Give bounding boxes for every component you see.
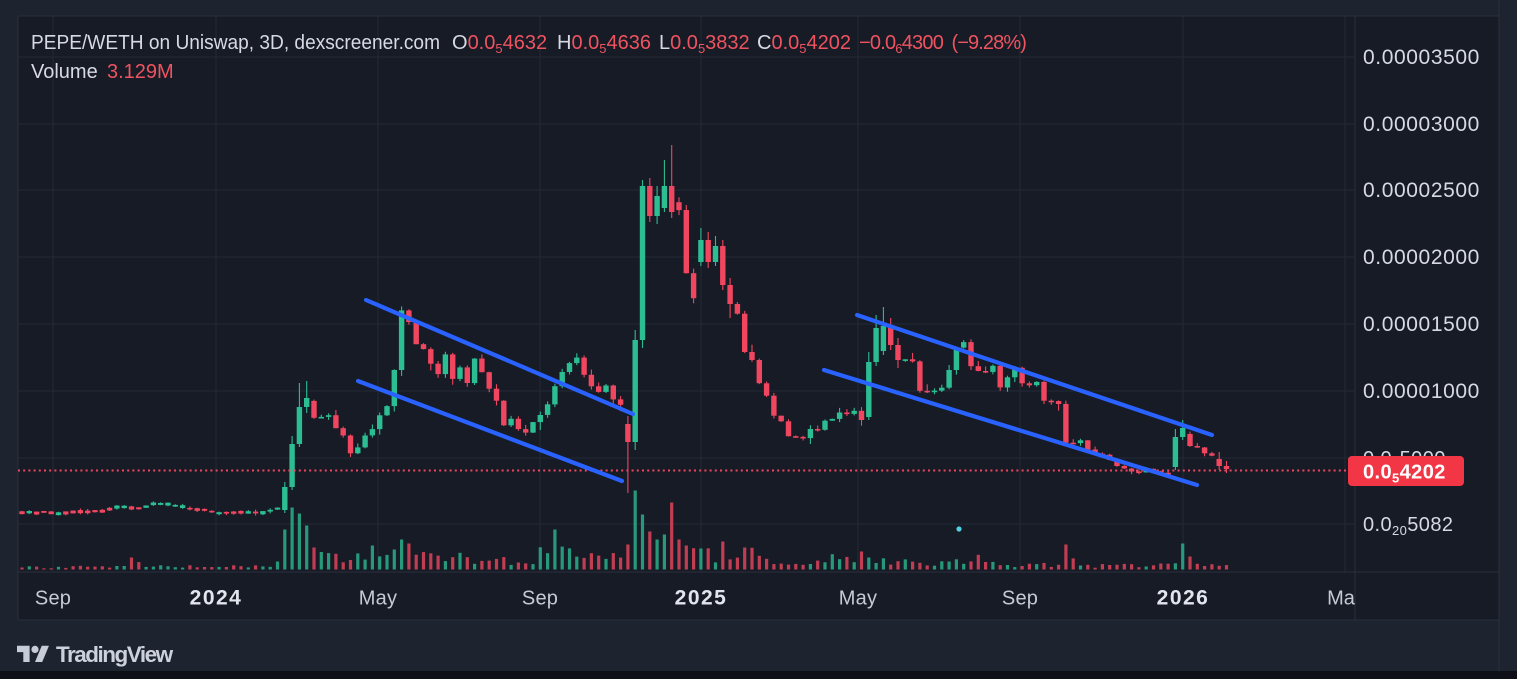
svg-text:L0.053832: L0.053832	[659, 32, 750, 56]
svg-text:Sep: Sep	[35, 588, 71, 610]
svg-text:May: May	[359, 588, 397, 610]
svg-text:3.129M: 3.129M	[107, 61, 174, 83]
svg-text:0.00001500: 0.00001500	[1363, 313, 1480, 336]
svg-text:0.00002000: 0.00002000	[1363, 246, 1480, 269]
svg-text:Volume: Volume	[31, 61, 98, 83]
svg-text:Sep: Sep	[1002, 588, 1038, 610]
svg-text:2025: 2025	[675, 587, 728, 610]
svg-text:0.00003500: 0.00003500	[1363, 46, 1480, 69]
svg-text:C0.054202: C0.054202	[757, 32, 851, 56]
svg-text:0.00001000: 0.00001000	[1363, 380, 1480, 403]
svg-text:(−9.28%): (−9.28%)	[952, 32, 1027, 54]
svg-text:H0.054636: H0.054636	[557, 32, 651, 56]
svg-text:Sep: Sep	[522, 588, 558, 610]
svg-text:−0.064300: −0.064300	[859, 32, 944, 56]
svg-text:0.00003000: 0.00003000	[1363, 113, 1480, 136]
svg-text:0.054202: 0.054202	[1363, 462, 1446, 486]
svg-text:May: May	[839, 588, 877, 610]
svg-text:2026: 2026	[1157, 587, 1210, 610]
svg-text:2024: 2024	[190, 587, 243, 610]
svg-text:PEPE/WETH on Uniswap, 3D, dexs: PEPE/WETH on Uniswap, 3D, dexscreener.co…	[31, 32, 440, 54]
svg-text:May: May	[1327, 588, 1365, 610]
svg-text:0.0205082: 0.0205082	[1363, 514, 1453, 538]
svg-text:TradingView: TradingView	[56, 642, 174, 667]
svg-text:0.00002500: 0.00002500	[1363, 179, 1480, 202]
svg-text:O0.054632: O0.054632	[452, 32, 547, 56]
